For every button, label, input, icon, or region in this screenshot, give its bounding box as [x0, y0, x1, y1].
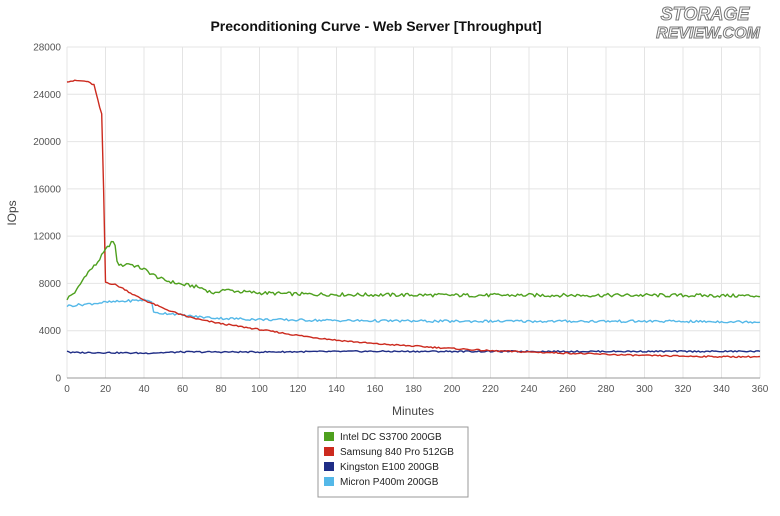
legend-label: Intel DC S3700 200GB: [340, 432, 442, 443]
y-tick-label: 16000: [33, 184, 61, 195]
series-line-1: [66, 79, 761, 359]
logo-line-1: STORAGE: [661, 4, 751, 24]
x-tick-label: 20: [100, 384, 112, 395]
x-tick-label: 340: [713, 384, 730, 395]
y-tick-label: 24000: [33, 90, 61, 101]
x-tick-label: 100: [251, 384, 268, 395]
x-tick-label: 300: [636, 384, 653, 395]
y-tick-label: 4000: [39, 326, 62, 337]
x-tick-label: 40: [138, 384, 150, 395]
y-tick-label: 28000: [33, 43, 61, 54]
x-tick-label: 220: [482, 384, 499, 395]
legend-box: [317, 426, 469, 498]
x-tick-label: 140: [328, 384, 345, 395]
x-tick-label: 200: [444, 384, 461, 395]
x-tick-label: 60: [177, 384, 189, 395]
axes: 0 4000 8000 12000 16000 20000 24000 28000 0 20 40 6…: [33, 43, 769, 396]
legend-swatch: [324, 447, 334, 456]
legend-label: Kingston E100 200GB: [340, 462, 439, 473]
x-axis-title: Minutes: [392, 404, 434, 418]
y-tick-label: 0: [55, 374, 61, 385]
x-tick-label: 260: [559, 384, 576, 395]
legend-label: Micron P400m 200GB: [340, 477, 439, 488]
y-axis-title: IOps: [5, 200, 19, 225]
y-tick-label: 8000: [39, 279, 62, 290]
legend-swatch: [324, 462, 334, 471]
legend-swatch: [324, 477, 334, 486]
y-tick-label: 20000: [33, 137, 61, 148]
x-tick-label: 180: [405, 384, 422, 395]
x-tick-label: 240: [521, 384, 538, 395]
x-tick-label: 160: [367, 384, 384, 395]
legend-label: Samsung 840 Pro 512GB: [340, 447, 454, 458]
x-tick-label: 0: [64, 384, 70, 395]
logo-line-2: REVIEW.COM: [656, 25, 760, 42]
x-tick-label: 120: [290, 384, 307, 395]
legend: Intel DC S3700 200GB Samsung 840 Pro 512G…: [317, 426, 469, 498]
legend-swatch: [324, 432, 334, 441]
series-line-2: [66, 350, 761, 355]
series-lines: [66, 79, 761, 359]
storagereview-logo: STORAGE REVIEW.COM: [656, 4, 761, 43]
x-tick-label: 280: [598, 384, 615, 395]
y-tick-label: 12000: [33, 232, 61, 243]
x-tick-label: 320: [675, 384, 692, 395]
series-line-0: [66, 240, 761, 301]
x-tick-label: 360: [752, 384, 769, 395]
grid: [66, 46, 761, 379]
chart-title: Preconditioning Curve - Web Server [Thro…: [210, 18, 541, 34]
x-tick-label: 80: [215, 384, 227, 395]
